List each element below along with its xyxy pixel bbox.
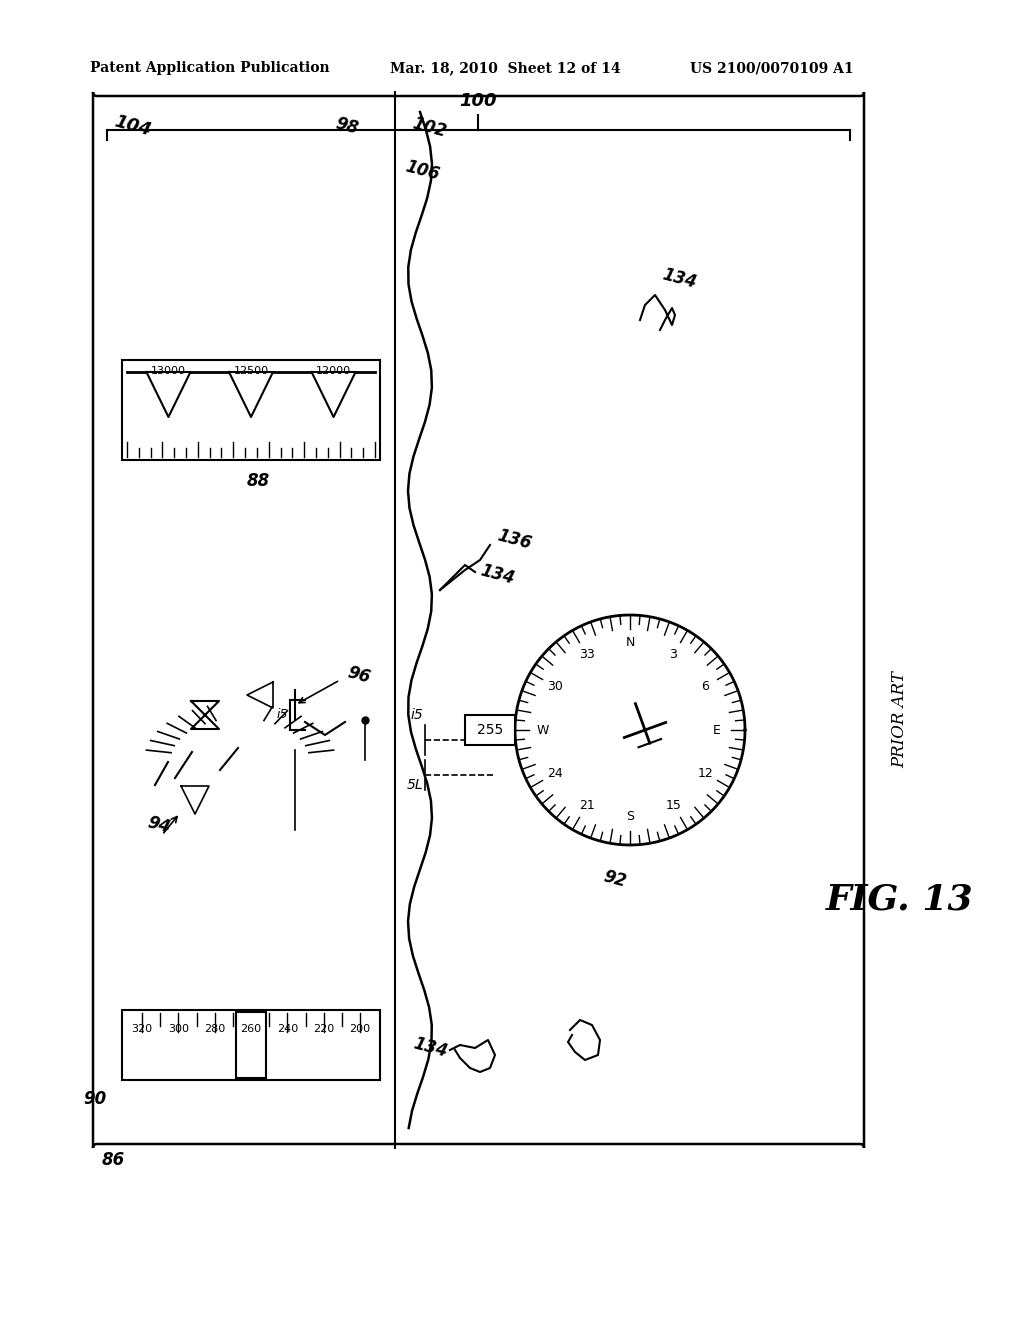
FancyBboxPatch shape — [93, 92, 864, 1148]
Text: N: N — [626, 636, 635, 649]
Text: US 2100/0070109 A1: US 2100/0070109 A1 — [690, 61, 854, 75]
Text: E: E — [713, 723, 721, 737]
Text: FIG. 13: FIG. 13 — [826, 883, 974, 917]
Text: 136: 136 — [495, 527, 534, 553]
Text: 12000: 12000 — [316, 366, 351, 376]
Polygon shape — [229, 372, 273, 417]
Text: 12500: 12500 — [233, 366, 268, 376]
Text: 106: 106 — [403, 157, 441, 183]
Text: 255: 255 — [477, 723, 503, 737]
Text: 24: 24 — [547, 767, 562, 780]
Text: 220: 220 — [313, 1024, 334, 1034]
Text: W: W — [537, 723, 549, 737]
Text: 88: 88 — [247, 473, 269, 490]
Text: 3: 3 — [670, 648, 678, 661]
Bar — [122, 1010, 380, 1080]
Text: PRIOR ART: PRIOR ART — [892, 672, 908, 768]
Text: 15: 15 — [666, 799, 681, 812]
Text: 104: 104 — [112, 112, 153, 139]
Text: i5: i5 — [411, 708, 423, 722]
Bar — [122, 360, 380, 459]
Text: 92: 92 — [601, 867, 629, 891]
Text: Mar. 18, 2010  Sheet 12 of 14: Mar. 18, 2010 Sheet 12 of 14 — [390, 61, 621, 75]
Text: 320: 320 — [131, 1024, 153, 1034]
Text: 260: 260 — [241, 1024, 261, 1034]
Text: 300: 300 — [168, 1024, 188, 1034]
Text: 33: 33 — [579, 648, 594, 661]
Text: i5: i5 — [276, 709, 288, 722]
Text: Patent Application Publication: Patent Application Publication — [90, 61, 330, 75]
Text: 12: 12 — [697, 767, 714, 780]
Text: S: S — [626, 810, 634, 824]
Text: 98: 98 — [333, 114, 360, 137]
Polygon shape — [311, 372, 355, 417]
Text: 6: 6 — [701, 680, 710, 693]
Text: 100: 100 — [459, 92, 497, 110]
Text: 94: 94 — [145, 813, 172, 837]
Text: 96: 96 — [345, 663, 372, 686]
Text: 200: 200 — [349, 1024, 371, 1034]
Text: 86: 86 — [102, 1151, 125, 1170]
Text: 90: 90 — [84, 1090, 106, 1107]
Text: 21: 21 — [579, 799, 594, 812]
Bar — [465, 715, 515, 744]
Text: 102: 102 — [410, 114, 449, 140]
Text: 30: 30 — [547, 680, 562, 693]
Polygon shape — [146, 372, 190, 417]
Text: 240: 240 — [276, 1024, 298, 1034]
Text: 134: 134 — [660, 265, 698, 292]
Text: 5L: 5L — [407, 777, 423, 792]
Text: 280: 280 — [204, 1024, 225, 1034]
Bar — [236, 1012, 266, 1078]
Text: 13000: 13000 — [151, 366, 186, 376]
Text: 260: 260 — [241, 1024, 261, 1034]
Text: 134: 134 — [478, 562, 516, 589]
Text: 134: 134 — [412, 1035, 450, 1061]
